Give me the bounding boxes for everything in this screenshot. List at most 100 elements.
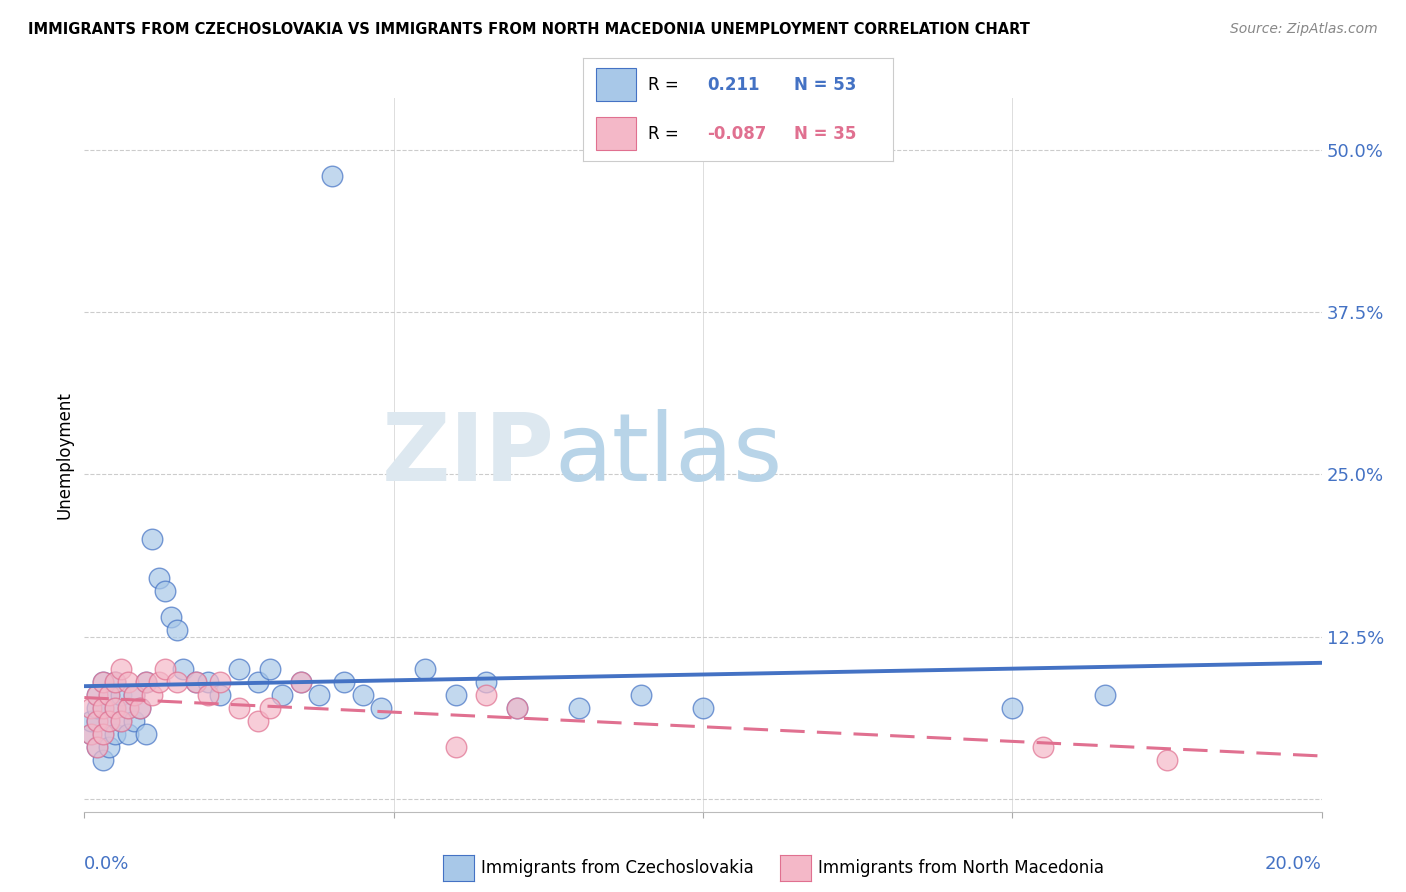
Point	[98, 688, 121, 702]
Point	[86, 688, 108, 702]
Point	[148, 571, 170, 585]
Point	[692, 701, 714, 715]
Point	[79, 701, 101, 715]
Point	[246, 714, 269, 728]
Text: -0.087: -0.087	[707, 125, 766, 143]
Point	[209, 688, 232, 702]
Point	[413, 662, 436, 676]
Point	[79, 727, 101, 741]
Point	[129, 701, 152, 715]
Point	[122, 714, 145, 728]
Point	[444, 688, 467, 702]
Text: 0.0%: 0.0%	[84, 855, 129, 872]
Point	[117, 675, 139, 690]
Point	[98, 688, 121, 702]
Point	[290, 675, 312, 690]
Point	[110, 688, 132, 702]
Point	[79, 714, 101, 728]
Text: R =: R =	[648, 125, 679, 143]
Point	[141, 688, 163, 702]
Text: ZIP: ZIP	[381, 409, 554, 501]
Point	[352, 688, 374, 702]
Text: N = 53: N = 53	[794, 76, 856, 94]
Point	[197, 688, 219, 702]
Point	[228, 701, 250, 715]
Text: atlas: atlas	[554, 409, 783, 501]
Point	[148, 675, 170, 690]
Point	[166, 675, 188, 690]
Point	[110, 714, 132, 728]
Point	[91, 727, 114, 741]
Point	[506, 701, 529, 715]
Point	[321, 169, 343, 183]
Text: Immigrants from Czechoslovakia: Immigrants from Czechoslovakia	[481, 859, 754, 877]
Point	[444, 739, 467, 754]
Text: Immigrants from North Macedonia: Immigrants from North Macedonia	[818, 859, 1104, 877]
Point	[1032, 739, 1054, 754]
Point	[86, 688, 108, 702]
Point	[117, 701, 139, 715]
Point	[506, 701, 529, 715]
Point	[197, 675, 219, 690]
Point	[209, 675, 232, 690]
Text: 0.211: 0.211	[707, 76, 759, 94]
Point	[79, 727, 101, 741]
Point	[153, 662, 176, 676]
Point	[135, 675, 157, 690]
Y-axis label: Unemployment: Unemployment	[55, 391, 73, 519]
Point	[184, 675, 207, 690]
Point	[271, 688, 294, 702]
Point	[91, 753, 114, 767]
Point	[110, 714, 132, 728]
Text: IMMIGRANTS FROM CZECHOSLOVAKIA VS IMMIGRANTS FROM NORTH MACEDONIA UNEMPLOYMENT C: IMMIGRANTS FROM CZECHOSLOVAKIA VS IMMIGR…	[28, 22, 1031, 37]
Point	[228, 662, 250, 676]
Point	[166, 623, 188, 637]
Point	[104, 675, 127, 690]
Point	[117, 701, 139, 715]
Point	[86, 714, 108, 728]
Point	[141, 533, 163, 547]
Point	[91, 675, 114, 690]
Point	[86, 739, 108, 754]
Point	[91, 701, 114, 715]
Point	[160, 610, 183, 624]
Point	[153, 584, 176, 599]
Text: R =: R =	[648, 76, 679, 94]
Point	[91, 675, 114, 690]
Bar	[596, 118, 636, 150]
Point	[259, 662, 281, 676]
Point	[308, 688, 330, 702]
Point	[122, 688, 145, 702]
Bar	[596, 69, 636, 101]
Point	[246, 675, 269, 690]
Point	[86, 739, 108, 754]
Text: 20.0%: 20.0%	[1265, 855, 1322, 872]
Point	[104, 701, 127, 715]
Point	[333, 675, 356, 690]
Point	[98, 714, 121, 728]
Point	[475, 675, 498, 690]
Point	[135, 727, 157, 741]
Point	[568, 701, 591, 715]
Point	[117, 727, 139, 741]
Point	[122, 688, 145, 702]
Point	[184, 675, 207, 690]
Point	[630, 688, 652, 702]
Point	[86, 714, 108, 728]
Point	[104, 727, 127, 741]
Point	[104, 701, 127, 715]
Point	[259, 701, 281, 715]
Point	[370, 701, 392, 715]
Point	[91, 701, 114, 715]
Point	[172, 662, 194, 676]
Point	[86, 701, 108, 715]
Point	[1001, 701, 1024, 715]
Point	[475, 688, 498, 702]
Point	[290, 675, 312, 690]
Point	[1156, 753, 1178, 767]
Text: Source: ZipAtlas.com: Source: ZipAtlas.com	[1230, 22, 1378, 37]
Point	[98, 714, 121, 728]
Point	[129, 701, 152, 715]
Point	[110, 662, 132, 676]
Point	[1094, 688, 1116, 702]
